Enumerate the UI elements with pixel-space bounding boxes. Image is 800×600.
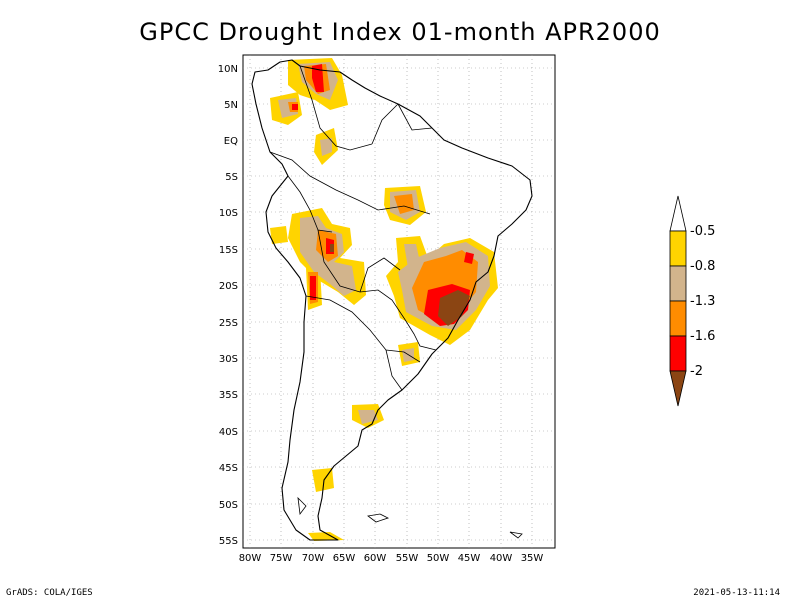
footer-credit: GrADS: COLA/IGES [6, 588, 93, 598]
lon-label: 45W [458, 553, 481, 564]
colorbar-segment-tan [669, 265, 687, 302]
colorbar-label: -0.5 [690, 224, 715, 239]
lat-label: 45S [219, 463, 238, 474]
lon-label: 70W [302, 553, 325, 564]
lon-label: 60W [364, 553, 387, 564]
lat-label: 30S [219, 354, 238, 365]
colorbar-label: -0.8 [690, 259, 715, 274]
colorbar-label: -2 [690, 364, 703, 379]
footer-timestamp: 2021-05-13-11:14 [693, 588, 780, 598]
lat-label: 50S [219, 500, 238, 511]
country-borders [269, 65, 437, 391]
islands [297, 496, 523, 539]
lat-label: 35S [219, 390, 238, 401]
lon-label: 40W [490, 553, 513, 564]
colorbar-segment-orange [669, 300, 687, 337]
lat-label: 5S [225, 172, 238, 183]
colorbar-labels: -0.5 -0.8 -1.3 -1.6 -2 [690, 224, 715, 379]
colorbar-segment-yellow [669, 230, 687, 267]
lat-label: 55S [219, 536, 238, 547]
lat-label: 5N [224, 100, 238, 111]
lon-label: 65W [333, 553, 356, 564]
continent-outline [251, 59, 533, 541]
lat-label: 15S [219, 245, 238, 256]
lat-label: EQ [224, 136, 238, 147]
colorbar-top-triangle [669, 195, 687, 232]
lon-labels: 80W 75W 70W 65W 60W 55W 50W 45W 40W 35W [239, 553, 544, 564]
lat-label: 40S [219, 427, 238, 438]
lon-label: 80W [239, 553, 262, 564]
colorbar [669, 195, 687, 407]
lat-label: 25S [219, 318, 238, 329]
colorbar-bottom-triangle [669, 370, 687, 407]
lon-label: 50W [427, 553, 450, 564]
lon-label: 75W [270, 553, 293, 564]
colorbar-segment-red [669, 335, 687, 372]
lon-label: 35W [521, 553, 544, 564]
lat-label: 20S [219, 281, 238, 292]
lat-labels: 10N 5N EQ 5S 10S 15S 20S 25S 30S 35S 40S… [218, 64, 238, 547]
lat-label: 10N [218, 64, 238, 75]
map-title: GPCC Drought Index 01-month APR2000 [139, 18, 661, 46]
lat-label: 10S [219, 208, 238, 219]
colorbar-label: -1.3 [690, 294, 715, 309]
lon-label: 55W [396, 553, 419, 564]
drought-shading-darkest [330, 244, 470, 326]
colorbar-label: -1.6 [690, 329, 715, 344]
